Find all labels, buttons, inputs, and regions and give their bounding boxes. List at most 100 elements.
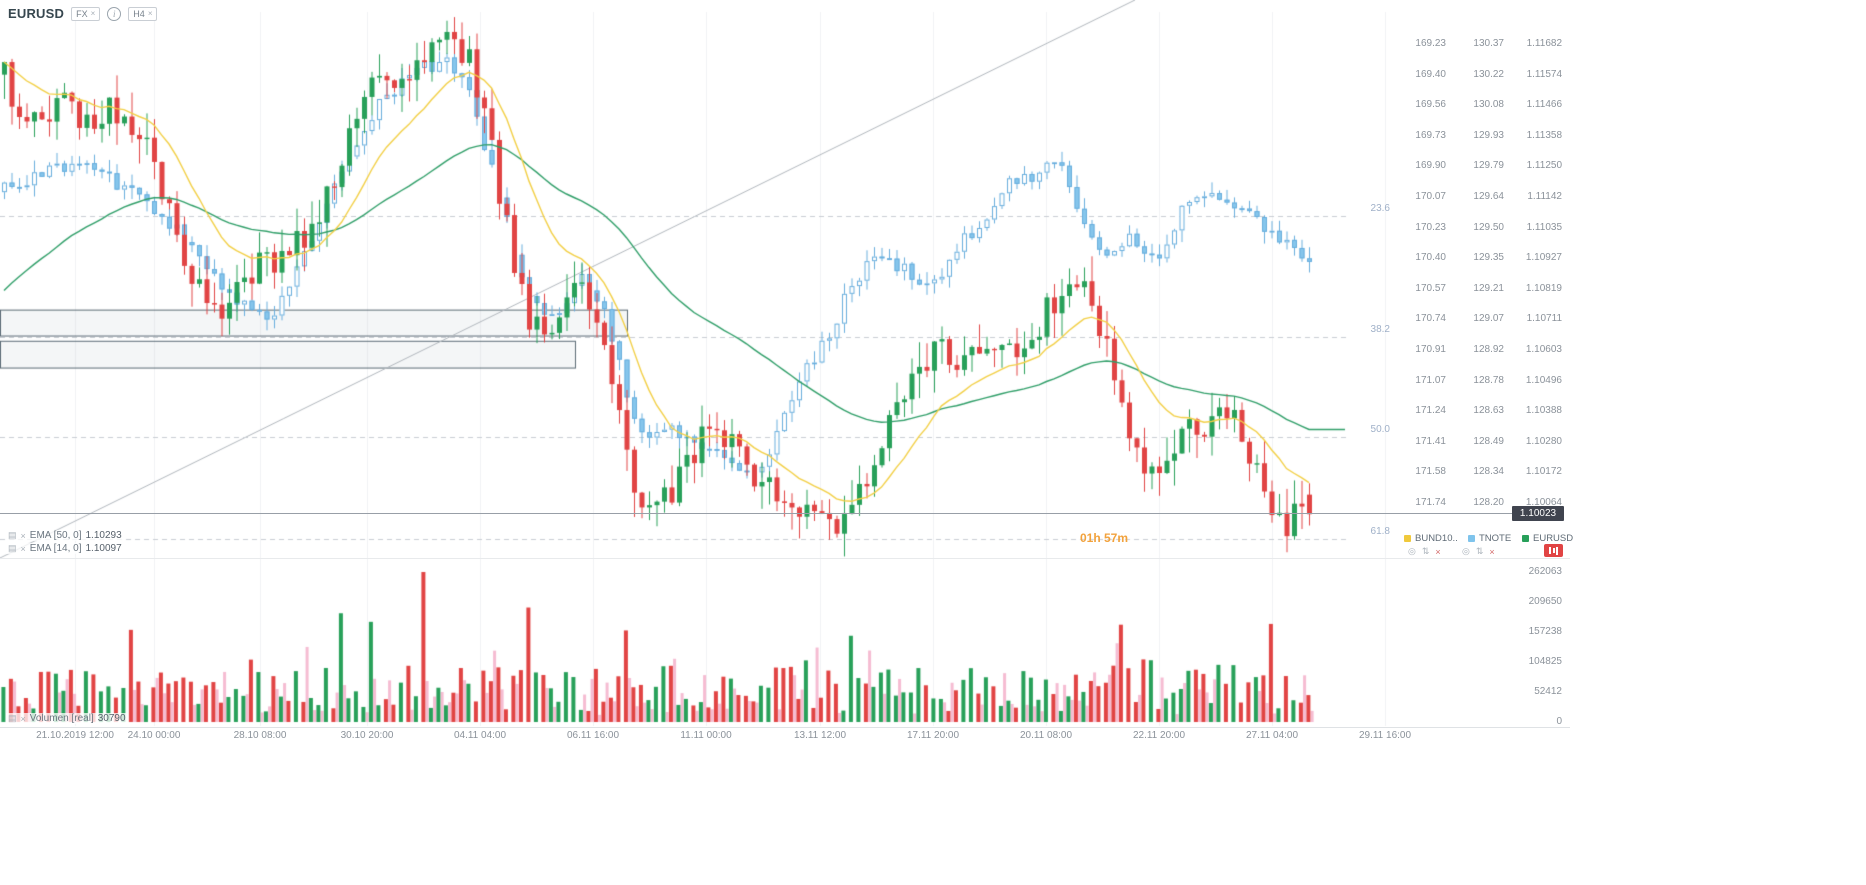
tnote-tick: 128.49 — [1473, 435, 1504, 447]
price-chart-canvas[interactable] — [0, 0, 1575, 745]
tnote-tick: 128.63 — [1473, 405, 1504, 417]
eurusd-tick: 1.10064 — [1525, 497, 1562, 508]
current-price-badge: 1.10023 — [1512, 506, 1564, 521]
fib-level-label: 38.2 — [1370, 324, 1390, 336]
tnote-tick: 129.07 — [1473, 313, 1504, 325]
bund-tick: 171.07 — [1415, 374, 1446, 386]
eurusd-tick: 1.10603 — [1525, 344, 1562, 355]
remove-timeframe-icon[interactable]: × — [147, 9, 153, 18]
eurusd-tick: 1.11682 — [1526, 38, 1562, 49]
bund-tick: 169.90 — [1415, 160, 1446, 172]
tnote-tick: 128.34 — [1473, 466, 1504, 478]
time-tick: 30.10 20:00 — [340, 730, 394, 741]
candle-countdown: 01h 57m — [1080, 531, 1129, 545]
close-icon[interactable]: × — [1489, 546, 1495, 557]
time-tick: 29.11 16:00 — [1358, 730, 1412, 741]
market-chip[interactable]: FX × — [71, 6, 101, 21]
eurusd-tick: 1.11466 — [1526, 99, 1562, 111]
time-tick: 28.10 08:00 — [233, 730, 287, 741]
time-tick: 13.11 12:00 — [793, 730, 847, 741]
indicator-settings-icon[interactable]: ▤ — [8, 713, 17, 723]
time-tick: 27.11 04:00 — [1245, 730, 1299, 741]
fib-level-label: 61.8 — [1370, 525, 1390, 537]
tnote-tick: 128.20 — [1473, 497, 1504, 508]
bund-tick: 170.91 — [1415, 344, 1446, 355]
eurusd-tick: 1.11358 — [1526, 129, 1562, 141]
indicator-close-icon[interactable]: × — [20, 530, 26, 541]
ema50-legend: ▤ × EMA [50, 0] 1.10293 — [6, 530, 124, 541]
volume-tick: 209650 — [1528, 596, 1562, 607]
time-tick: 04.11 04:00 — [453, 730, 507, 741]
eurusd-tick: 1.10711 — [1526, 313, 1562, 325]
ema50-value: 1.10293 — [85, 530, 122, 541]
legend-chip-eurusd[interactable]: EURUSD — [1522, 533, 1573, 544]
ema14-legend: ▤ × EMA [14, 0] 1.10097 — [6, 543, 124, 554]
tnote-color-swatch — [1468, 535, 1475, 542]
time-tick: 20.11 08:00 — [1019, 730, 1073, 741]
volume-tick: 157238 — [1528, 626, 1562, 637]
legend-chip-bund[interactable]: BUND10.. — [1404, 533, 1458, 544]
bund-tick: 171.41 — [1415, 435, 1446, 447]
tnote-tick: 128.78 — [1473, 374, 1504, 386]
indicator-close-icon[interactable]: × — [20, 543, 26, 554]
visibility-icon[interactable]: ◎ — [1462, 546, 1470, 556]
eurusd-tick: 1.10819 — [1525, 282, 1562, 294]
eurusd-tick: 1.10927 — [1525, 252, 1562, 264]
time-tick: 22.11 20:00 — [1132, 730, 1186, 741]
volume-legend: ▤ × Volumen [real] 30790 — [6, 713, 128, 724]
tnote-tick: 130.08 — [1473, 99, 1504, 111]
eurusd-tick: 1.11035 — [1526, 221, 1562, 233]
symbol-label[interactable]: EURUSD — [8, 6, 65, 21]
eurusd-tick: 1.11250 — [1526, 160, 1562, 172]
time-axis-line — [0, 727, 1570, 728]
indicator-settings-icon[interactable]: ▤ — [8, 530, 17, 540]
ema14-value: 1.10097 — [85, 543, 122, 554]
bund-tick: 169.23 — [1415, 38, 1446, 49]
market-chip-label: FX — [76, 8, 88, 19]
ema50-label: EMA [50, 0] — [29, 530, 82, 541]
bund-tick: 169.56 — [1415, 99, 1446, 111]
bund-tick: 171.74 — [1415, 497, 1446, 508]
eurusd-scale-button[interactable] — [1544, 544, 1563, 557]
legend-chip-tnote[interactable]: TNOTE — [1468, 533, 1511, 544]
time-tick: 11.11 00:00 — [680, 730, 732, 741]
pane-divider[interactable] — [0, 558, 1570, 559]
eurusd-tick: 1.10172 — [1525, 466, 1562, 478]
scale-controls-left: ◎ ⇅ × — [1408, 546, 1441, 557]
visibility-icon[interactable]: ◎ — [1408, 546, 1416, 556]
indicator-settings-icon[interactable]: ▤ — [8, 543, 17, 553]
tnote-tick: 129.79 — [1473, 160, 1504, 172]
timeframe-chip[interactable]: H4 × — [128, 6, 158, 21]
info-icon[interactable]: i — [107, 6, 122, 21]
chart-header: EURUSD FX × i H4 × — [8, 6, 158, 21]
bund-chip-label: BUND10.. — [1415, 533, 1458, 544]
bund-color-swatch — [1404, 535, 1411, 542]
volume-tick: 262063 — [1528, 566, 1562, 577]
eurusd-tick: 1.10280 — [1525, 435, 1562, 447]
time-tick: 17.11 20:00 — [906, 730, 960, 741]
eurusd-chip-label: EURUSD — [1533, 533, 1574, 544]
remove-market-icon[interactable]: × — [90, 9, 96, 18]
volume-value: 30790 — [97, 713, 126, 724]
fib-level-label: 50.0 — [1370, 423, 1390, 435]
swap-scale-icon[interactable]: ⇅ — [1475, 546, 1484, 556]
tnote-tick: 129.93 — [1473, 129, 1504, 141]
bund-tick: 170.23 — [1415, 221, 1446, 233]
volume-tick: 52412 — [1534, 686, 1562, 697]
tnote-tick: 129.21 — [1473, 282, 1504, 294]
ema14-label: EMA [14, 0] — [29, 543, 82, 554]
time-tick: 21.10.2019 12:00 — [36, 730, 114, 741]
time-tick: 24.10 00:00 — [127, 730, 181, 741]
eurusd-tick: 1.10388 — [1525, 405, 1562, 417]
bund-tick: 171.58 — [1415, 466, 1446, 478]
bund-tick: 169.40 — [1415, 68, 1446, 80]
swap-scale-icon[interactable]: ⇅ — [1421, 546, 1430, 556]
tnote-tick: 130.37 — [1473, 38, 1504, 49]
eurusd-tick: 1.11574 — [1526, 68, 1562, 80]
bund-tick: 170.40 — [1415, 252, 1446, 264]
current-price-line — [0, 513, 1512, 514]
close-icon[interactable]: × — [1435, 546, 1441, 557]
indicator-close-icon[interactable]: × — [20, 713, 26, 724]
tnote-tick: 130.22 — [1473, 68, 1504, 80]
